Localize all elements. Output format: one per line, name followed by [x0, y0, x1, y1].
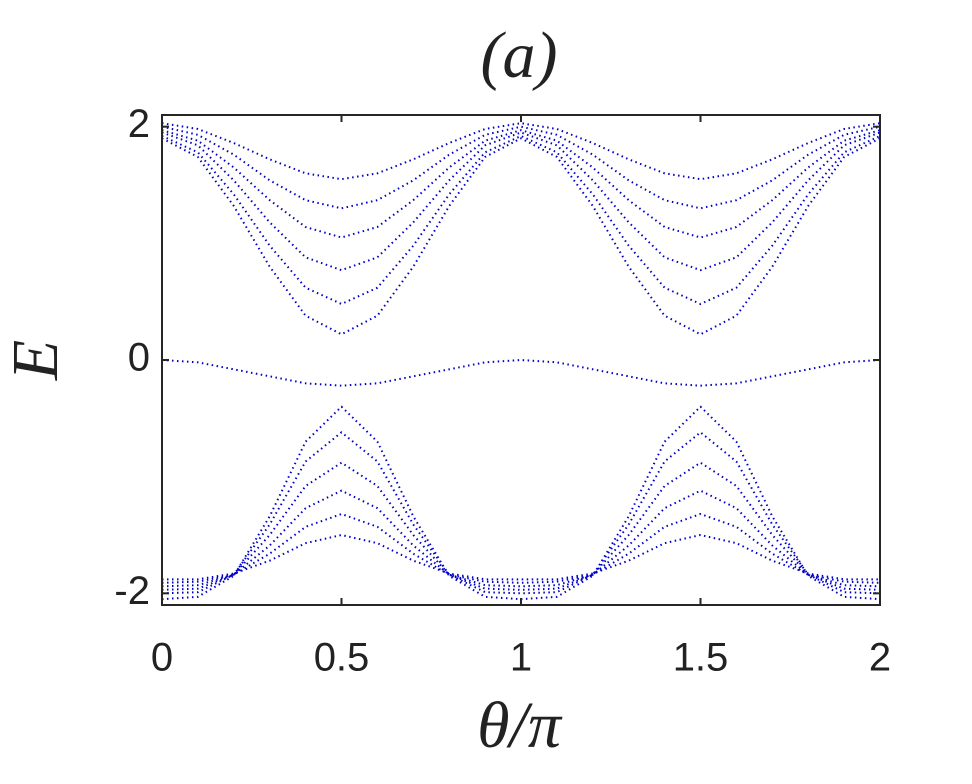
data-line	[161, 359, 881, 387]
x-tick-label: 2	[869, 636, 891, 680]
data-line	[161, 137, 881, 336]
data-line	[161, 131, 881, 272]
x-tick-label: 0.5	[314, 636, 370, 680]
data-line	[161, 135, 881, 305]
y-axis-label: E	[0, 340, 72, 381]
y-tick-label: -2	[114, 569, 150, 613]
y-tick-label: 0	[128, 336, 150, 380]
x-axis-label: θ/π	[477, 689, 563, 762]
y-tick-label: 2	[128, 102, 150, 146]
x-tick-label: 1	[510, 636, 532, 680]
chart-title: (a)	[481, 19, 558, 92]
x-tick-label: 0	[151, 636, 173, 680]
data-line	[161, 129, 881, 239]
data-line	[161, 125, 881, 210]
x-tick-label: 1.5	[673, 636, 729, 680]
